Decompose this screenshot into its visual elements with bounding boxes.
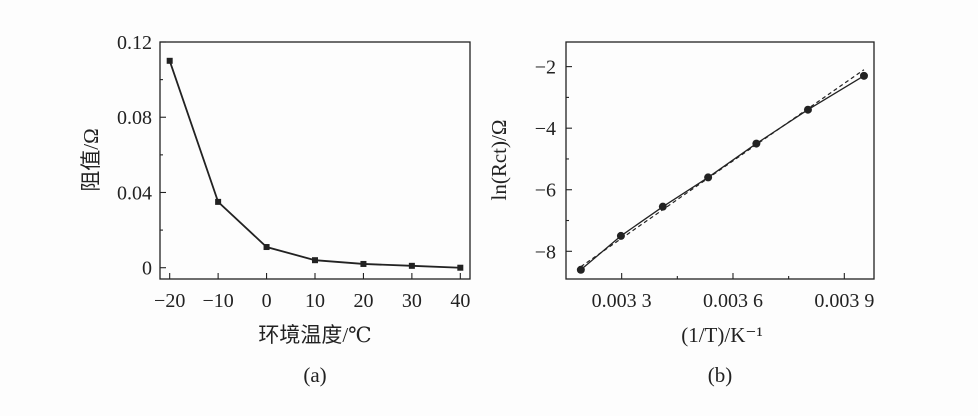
- panel-b-series: [576, 71, 868, 274]
- panel-b-y-ticks: −8 −6 −4 −2: [535, 57, 572, 263]
- panel-b-line: [580, 75, 865, 271]
- panel-a-point: [166, 57, 173, 64]
- panel-a-point: [215, 198, 222, 205]
- panel-a-y-tick-label: 0.08: [117, 107, 152, 129]
- panel-b-point: [616, 231, 625, 240]
- panel-a-x-tick-label: 20: [353, 290, 373, 312]
- panel-a-point: [312, 257, 318, 264]
- panel-a-point: [360, 260, 367, 267]
- panel-a-x-tick-label: −10: [202, 290, 233, 312]
- panel-a-y-tick-label: 0.04: [117, 182, 152, 204]
- panel-b-point: [803, 105, 812, 114]
- panel-b-point: [752, 139, 761, 148]
- panel-a-point: [457, 264, 464, 271]
- panel-a-x-tick-label: 30: [402, 290, 422, 312]
- panel-b-y-tick-label: −6: [535, 180, 556, 202]
- panel-b-x-label: (1/T)/K⁻¹: [681, 323, 763, 347]
- panel-a: −20 −10 0 10 20 30 40 0 0.04 0.08 0.12 环境温度/℃ 阻值/…: [79, 32, 471, 387]
- panel-a-y-tick-label: 0: [142, 258, 152, 280]
- panel-a-x-tick-label: −20: [154, 290, 185, 312]
- panel-a-axes: [159, 41, 471, 280]
- panel-a-line: [168, 60, 461, 269]
- panel-b-point: [859, 71, 868, 80]
- panel-a-point: [263, 244, 270, 251]
- panel-b-x-tick-label: 0.003 6: [703, 290, 763, 312]
- panel-a-y-ticks: 0 0.04 0.08 0.12: [117, 32, 166, 280]
- panel-a-x-tick-label: 40: [450, 290, 470, 312]
- panel-b-y-tick-label: −4: [535, 118, 556, 140]
- panel-b-point: [576, 265, 585, 274]
- panel-b-point: [658, 202, 667, 211]
- panel-a-x-ticks: −20 −10 0 10 20 30 40: [154, 273, 470, 312]
- panel-b: 0.003 3 0.003 6 0.003 9 −8 −6 −4 −2 (1/T)/K⁻¹…: [487, 41, 875, 387]
- panel-a-y-label: 阻值/Ω: [79, 128, 103, 191]
- panel-b-fit-line: [580, 69, 865, 268]
- panel-b-y-label: ln(Rct)/Ω: [487, 120, 511, 201]
- panel-a-x-tick-label: 10: [305, 290, 325, 312]
- panel-a-x-label: 环境温度/℃: [258, 323, 371, 347]
- panel-b-axes: [565, 41, 875, 280]
- panel-a-series: [166, 57, 464, 271]
- panel-a-point: [408, 262, 415, 269]
- panel-b-y-tick-label: −8: [535, 241, 556, 263]
- panel-a-y-tick-label: 0.12: [117, 32, 152, 54]
- panel-a-x-tick-label: 0: [262, 290, 272, 312]
- panel-b-point: [704, 173, 713, 182]
- panel-b-x-ticks: 0.003 3 0.003 6 0.003 9: [592, 273, 874, 312]
- panel-b-y-tick-label: −2: [535, 57, 556, 79]
- panel-b-caption: (b): [708, 363, 733, 387]
- panel-b-fit: [580, 69, 865, 268]
- panel-a-caption: (a): [303, 363, 326, 387]
- panel-b-x-tick-label: 0.003 9: [814, 290, 874, 312]
- panel-b-x-tick-label: 0.003 3: [592, 290, 652, 312]
